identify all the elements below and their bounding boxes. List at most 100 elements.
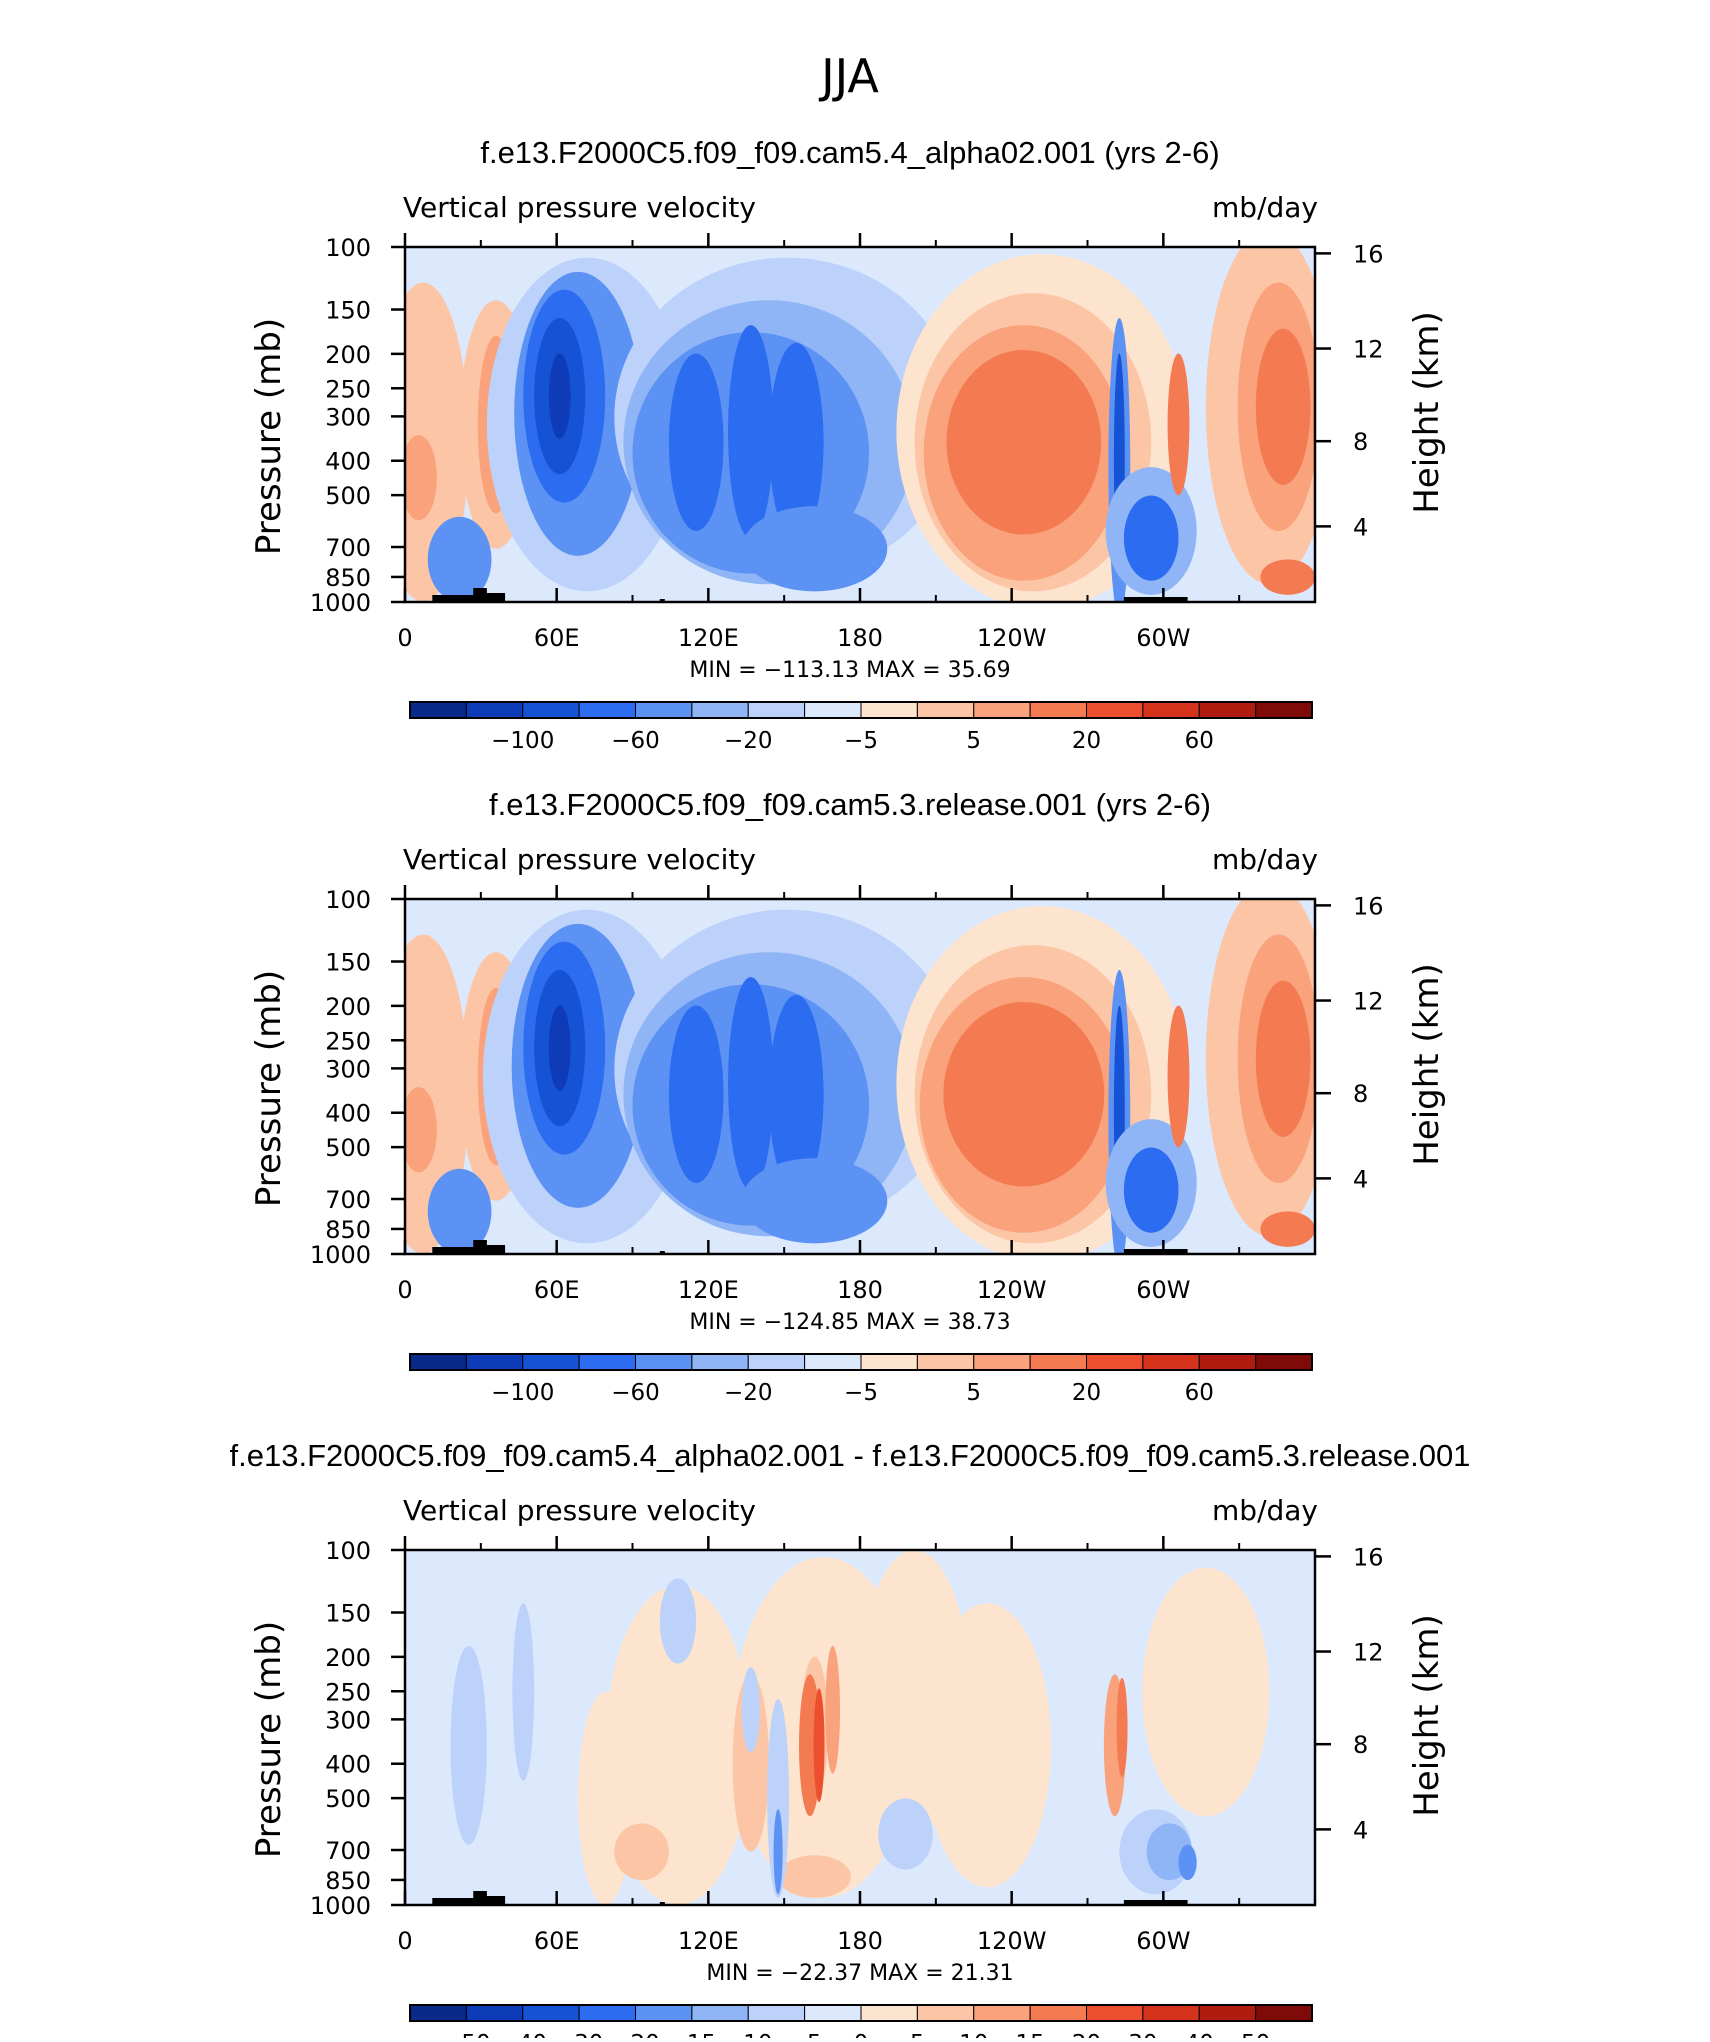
contour-region <box>548 353 571 439</box>
colorbar-box <box>804 1353 862 1371</box>
colorbar-box <box>635 1353 693 1371</box>
colorbar-box <box>973 701 1031 719</box>
contour-region <box>1260 559 1315 595</box>
colorbar-frame <box>409 2004 1313 2022</box>
x-tick-label: 120W <box>977 1276 1047 1304</box>
min-max-stats: MIN = −22.37 MAX = 21.31 <box>706 1961 1013 1986</box>
y-tick-label: 850 <box>325 1216 371 1244</box>
colorbar-label: −5 <box>844 728 878 754</box>
y-tick-label: 500 <box>325 1785 371 1813</box>
contour-region <box>512 1603 535 1781</box>
chart-panel-3: f.e13.F2000C5.f09_f09.cam5.4_alpha02.001… <box>230 1438 1471 2042</box>
colorbar-box <box>1198 701 1257 719</box>
topography <box>432 588 506 602</box>
contour-region <box>732 1674 769 1852</box>
y-tick-label: 1000 <box>310 1241 371 1269</box>
y2-tick-label: 8 <box>1353 1731 1368 1759</box>
topography <box>1123 1249 1188 1254</box>
colorbar-label: −60 <box>611 1380 660 1406</box>
contour-region <box>1260 1211 1315 1247</box>
colorbar-box <box>973 2004 1031 2022</box>
x-tick-label: 60E <box>534 624 580 652</box>
colorbar-box <box>409 1353 467 1371</box>
panel-title: f.e13.F2000C5.f09_f09.cam5.4_alpha02.001… <box>480 135 1219 170</box>
page-title: JJA <box>818 49 879 103</box>
contour-region <box>614 1823 669 1881</box>
chart-panel-1: f.e13.F2000C5.f09_f09.cam5.4_alpha02.001… <box>249 135 1447 754</box>
contour-region <box>1142 1567 1270 1817</box>
colorbar-box <box>522 2004 580 2022</box>
colorbar-label: 10 <box>959 2031 988 2038</box>
topography <box>432 1891 506 1905</box>
colorbar-box <box>522 701 580 719</box>
colorbar-frame <box>409 1353 1313 1371</box>
units-label: mb/day <box>1212 191 1318 224</box>
y-tick-label: 300 <box>325 1706 371 1734</box>
panel-title: f.e13.F2000C5.f09_f09.cam5.4_alpha02.001… <box>230 1438 1471 1473</box>
contour-field <box>405 1550 1315 1905</box>
units-label: mb/day <box>1212 843 1318 876</box>
colorbar-label: 60 <box>1185 728 1214 754</box>
y2-tick-label: 4 <box>1353 513 1368 541</box>
colorbar-box <box>1029 2004 1087 2022</box>
topography <box>659 1902 665 1905</box>
y2-tick-label: 12 <box>1353 988 1384 1016</box>
colorbar-label: −20 <box>611 2031 660 2038</box>
colorbar-box <box>973 1353 1031 1371</box>
colorbar-label: 5 <box>966 728 981 754</box>
topography <box>659 599 665 602</box>
y-tick-label: 850 <box>325 564 371 592</box>
colorbar-label: −50 <box>442 2031 491 2038</box>
y2-tick-label: 12 <box>1353 1639 1384 1667</box>
y-tick-label: 200 <box>325 993 371 1021</box>
y2-axis-label: Height (km) <box>1407 963 1447 1166</box>
y-tick-label: 150 <box>325 297 371 325</box>
y-axis-label: Pressure (mb) <box>249 1621 289 1858</box>
y-tick-label: 700 <box>325 534 371 562</box>
x-tick-label: 0 <box>397 624 412 652</box>
contour-region <box>1116 1677 1128 1778</box>
panel-title: f.e13.F2000C5.f09_f09.cam5.3.release.001… <box>489 787 1211 822</box>
colorbar-box <box>747 2004 806 2022</box>
x-tick-label: 60W <box>1136 1927 1190 1955</box>
contour-region <box>741 506 888 592</box>
y-axis-label: Pressure (mb) <box>249 318 289 555</box>
variable-label: Vertical pressure velocity <box>403 1494 756 1527</box>
contour-region <box>769 994 824 1194</box>
contour-region <box>405 435 437 521</box>
y-tick-label: 150 <box>325 949 371 977</box>
contour-region <box>1255 980 1311 1137</box>
colorbar-label: 5 <box>966 1380 981 1406</box>
contour-region <box>767 1699 790 1898</box>
y2-tick-label: 16 <box>1353 1543 1384 1571</box>
x-tick-label: 60E <box>534 1927 580 1955</box>
colorbar-box <box>916 1353 975 1371</box>
colorbar-box <box>1198 2004 1257 2022</box>
x-tick-label: 120E <box>678 1276 739 1304</box>
colorbar-box <box>465 701 524 719</box>
colorbar-box <box>578 1353 636 1371</box>
colorbar-box <box>804 2004 862 2022</box>
contour-region <box>1167 353 1190 496</box>
y-tick-label: 400 <box>325 1751 371 1779</box>
y2-tick-label: 16 <box>1353 892 1384 920</box>
y2-tick-label: 8 <box>1353 428 1368 456</box>
colorbar-label: −5 <box>788 2031 822 2038</box>
y2-tick-label: 4 <box>1353 1816 1368 1844</box>
y-tick-label: 500 <box>325 1134 371 1162</box>
colorbar-box <box>522 1353 580 1371</box>
y2-tick-label: 4 <box>1353 1165 1368 1193</box>
y-tick-label: 300 <box>325 403 371 431</box>
colorbar-label: 20 <box>1072 728 1101 754</box>
contour-region <box>778 1855 851 1898</box>
y-tick-label: 250 <box>325 375 371 403</box>
min-max-stats: MIN = −124.85 MAX = 38.73 <box>689 1310 1010 1335</box>
colorbar-box <box>1142 701 1200 719</box>
colorbar-label: −5 <box>844 1380 878 1406</box>
contour-region <box>741 1667 760 1753</box>
colorbar-box <box>860 2004 918 2022</box>
y-tick-label: 1000 <box>310 1892 371 1920</box>
x-tick-label: 0 <box>397 1276 412 1304</box>
contour-region <box>825 1645 840 1774</box>
